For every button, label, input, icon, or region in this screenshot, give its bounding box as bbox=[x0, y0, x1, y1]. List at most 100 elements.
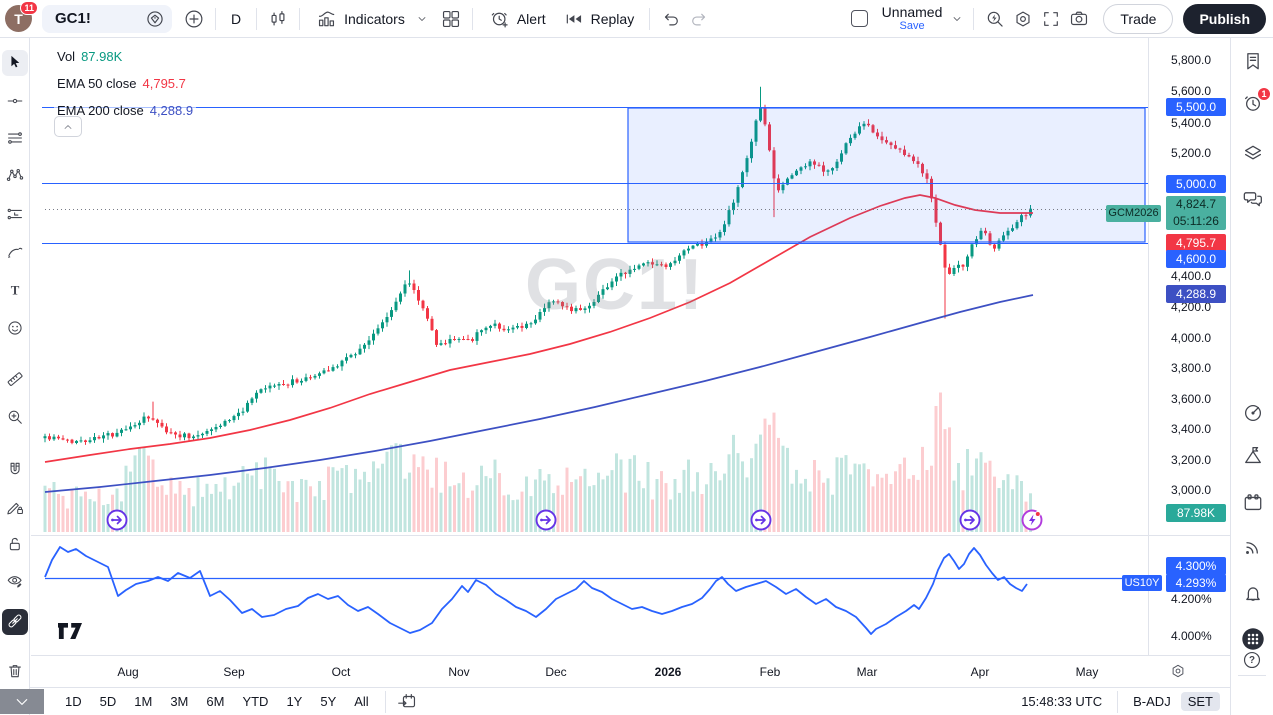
chart-style-button[interactable] bbox=[264, 5, 292, 33]
zoom-in-tool[interactable] bbox=[2, 405, 28, 431]
save-button[interactable]: Save bbox=[899, 20, 925, 32]
symbol-flag-icon bbox=[144, 8, 166, 30]
user-avatar[interactable]: T 11 bbox=[5, 1, 38, 32]
contract-switch-marker[interactable] bbox=[535, 509, 557, 531]
range-button-1m[interactable]: 1M bbox=[125, 691, 161, 713]
range-button-6m[interactable]: 6M bbox=[197, 691, 233, 713]
measure-tool[interactable] bbox=[2, 367, 28, 393]
settings-gear-button[interactable] bbox=[1009, 5, 1037, 33]
toolbar-separator bbox=[215, 7, 216, 30]
text-tool[interactable]: T bbox=[2, 278, 28, 304]
right-sidebar: 1 bbox=[1230, 38, 1273, 715]
range-button-5y[interactable]: 5Y bbox=[311, 691, 345, 713]
fib-retracement-tool[interactable] bbox=[2, 126, 28, 152]
fullscreen-button[interactable] bbox=[1037, 5, 1065, 33]
legend-collapse-button[interactable] bbox=[54, 116, 82, 137]
volume-label: Vol bbox=[57, 49, 76, 64]
sync-drawings-tool[interactable] bbox=[2, 609, 28, 635]
clock-timezone-button[interactable]: 15:48:33 UTC bbox=[1013, 694, 1110, 709]
pane-separator[interactable] bbox=[31, 535, 1230, 536]
alerts-panel[interactable]: 1 bbox=[1238, 87, 1271, 119]
contract-switch-marker[interactable] bbox=[959, 509, 981, 531]
more-apps-button[interactable] bbox=[1238, 626, 1267, 655]
undo-button[interactable] bbox=[657, 5, 685, 33]
symbol-name: GC1! bbox=[55, 10, 91, 27]
contract-switch-marker[interactable] bbox=[106, 509, 128, 531]
emoji-icon bbox=[5, 318, 25, 341]
indicators-button[interactable]: Indicators bbox=[307, 5, 413, 33]
fib-icon bbox=[5, 128, 25, 151]
legend-ema200[interactable]: EMA 200 close 4,288.9 bbox=[54, 102, 197, 119]
remove-drawings-tool[interactable] bbox=[2, 659, 28, 685]
calendar-panel[interactable] bbox=[1238, 490, 1267, 519]
price-axis[interactable]: 5,800.0 5,600.0 5,400.0 5,200.0 4,400.0 4,200… bbox=[1148, 38, 1230, 655]
time-axis[interactable]: Aug Sep Oct Nov Dec 2026 Feb Mar Apr May bbox=[31, 655, 1230, 687]
magnet-tool[interactable] bbox=[2, 457, 28, 483]
yield-axis-tick: 4.000% bbox=[1171, 629, 1212, 643]
screener-panel[interactable] bbox=[1238, 400, 1267, 429]
watchlist-panel[interactable] bbox=[1238, 48, 1267, 77]
layout-grid-button[interactable] bbox=[437, 5, 465, 33]
ideas-icon bbox=[1241, 444, 1265, 471]
redo-button[interactable] bbox=[685, 5, 713, 33]
cursor-tool[interactable] bbox=[2, 50, 28, 76]
time-axis-label: May bbox=[1075, 665, 1099, 679]
indicators-dropdown-chevron[interactable] bbox=[413, 5, 431, 33]
left-toolbar-scroll-down[interactable] bbox=[0, 689, 44, 714]
flash-events-marker[interactable] bbox=[1021, 509, 1043, 531]
brush-tool[interactable] bbox=[2, 240, 28, 266]
range-button-5d[interactable]: 5D bbox=[91, 691, 126, 713]
brush-icon bbox=[5, 242, 25, 265]
alert-button[interactable]: Alert bbox=[480, 5, 554, 33]
help-button[interactable]: ? bbox=[1237, 645, 1266, 674]
trade-button[interactable]: Trade bbox=[1103, 3, 1174, 34]
range-button-all[interactable]: All bbox=[345, 691, 377, 713]
contract-switch-marker[interactable] bbox=[750, 509, 772, 531]
publish-button[interactable]: Publish bbox=[1183, 3, 1266, 34]
compare-add-button[interactable] bbox=[180, 5, 208, 33]
lock-drawings-tool[interactable] bbox=[2, 532, 28, 558]
symbol-search-button[interactable]: GC1! bbox=[42, 4, 172, 33]
layout-checkbox[interactable] bbox=[850, 10, 868, 27]
go-to-date-button[interactable] bbox=[393, 688, 421, 715]
range-button-ytd[interactable]: YTD bbox=[233, 691, 277, 713]
price-axis-tick: 3,600.0 bbox=[1171, 392, 1212, 406]
time-axis-settings-icon[interactable] bbox=[1166, 660, 1190, 684]
current-price-value: 4,824.7 bbox=[1175, 197, 1217, 211]
ema50-label: EMA 50 close bbox=[57, 76, 137, 91]
trend-line-tool[interactable] bbox=[2, 89, 28, 115]
xabcd-icon bbox=[5, 165, 25, 188]
ideas-panel[interactable] bbox=[1238, 443, 1267, 472]
range-button-3m[interactable]: 3M bbox=[161, 691, 197, 713]
range-button-1d[interactable]: 1D bbox=[56, 691, 91, 713]
chat-panel[interactable] bbox=[1238, 186, 1267, 215]
layout-dropdown-chevron[interactable] bbox=[948, 5, 966, 33]
position-tool[interactable] bbox=[2, 202, 28, 228]
toolbar-separator bbox=[649, 7, 651, 30]
ema200-value: 4,288.9 bbox=[149, 103, 194, 118]
legend-ema50[interactable]: EMA 50 close 4,795.7 bbox=[54, 75, 189, 92]
chart-canvas[interactable] bbox=[31, 38, 1148, 655]
range-button-1y[interactable]: 1Y bbox=[277, 691, 311, 713]
drawing-mode-tool[interactable] bbox=[2, 495, 28, 521]
emoji-tool[interactable] bbox=[2, 316, 28, 342]
hide-drawings-tool[interactable] bbox=[2, 569, 28, 595]
interval-button[interactable]: D bbox=[223, 5, 249, 33]
notifications-panel[interactable] bbox=[1238, 580, 1267, 609]
date-range-buttons: 1D 5D 1M 3M 6M YTD 1Y 5Y All bbox=[56, 691, 378, 713]
pattern-tool[interactable] bbox=[2, 163, 28, 189]
tradingview-logo[interactable] bbox=[57, 622, 83, 645]
price-axis-tick: 3,400.0 bbox=[1171, 422, 1212, 436]
replay-button[interactable]: Replay bbox=[554, 5, 643, 33]
layout-name-button[interactable]: Unnamed Save bbox=[876, 5, 949, 32]
object-tree-panel[interactable] bbox=[1238, 140, 1267, 169]
time-axis-label: Oct bbox=[331, 665, 351, 679]
adjustment-button[interactable]: B-ADJ bbox=[1125, 694, 1179, 709]
session-settings-button[interactable]: SET bbox=[1180, 692, 1220, 711]
snapshot-camera-button[interactable] bbox=[1065, 5, 1093, 33]
quick-search-button[interactable] bbox=[981, 5, 1009, 33]
news-panel[interactable] bbox=[1238, 534, 1267, 563]
legend-volume[interactable]: Vol 87.98K bbox=[54, 48, 126, 65]
price-axis-tick: 4,400.0 bbox=[1171, 269, 1212, 283]
price-axis-tick: 3,800.0 bbox=[1171, 361, 1212, 375]
